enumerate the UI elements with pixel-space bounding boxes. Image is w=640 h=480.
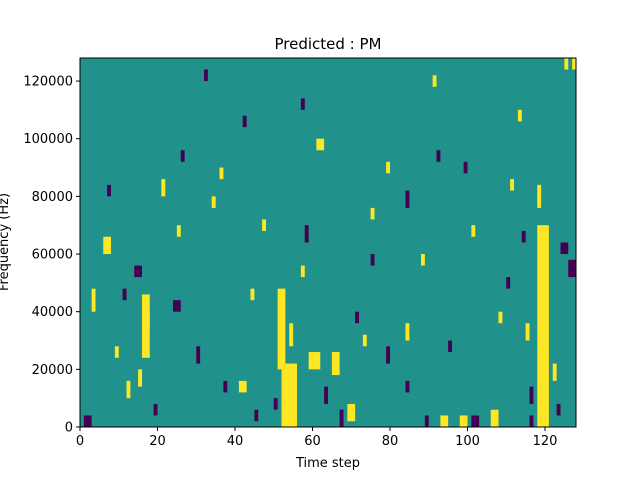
- heatmap-cell-high-29: [510, 179, 515, 191]
- y-tick-label-6: 120000: [23, 75, 73, 90]
- heatmap-cell-low-14: [424, 415, 429, 427]
- chart-title: Predicted : PM: [275, 35, 382, 53]
- heatmap-cell-low-7: [254, 409, 259, 422]
- heatmap-cell-high-20: [176, 225, 181, 237]
- heatmap-cell-high-32: [432, 75, 437, 87]
- heatmap-cell-high-16: [91, 288, 96, 312]
- heatmap-cell-high-33: [211, 196, 216, 208]
- heatmap-cell-high-24: [300, 265, 305, 278]
- heatmap-cell-high-34: [114, 346, 119, 358]
- heatmap-cell-high-6: [537, 225, 549, 427]
- heatmap-cell-high-12: [347, 403, 356, 422]
- heatmap-cell-high-19: [161, 179, 166, 197]
- heatmap-cell-high-37: [250, 288, 255, 301]
- heatmap-plot-area: [79, 57, 577, 428]
- heatmap-cell-high-31: [572, 58, 577, 70]
- heatmap-cell-low-16: [471, 415, 480, 427]
- heatmap-cell-low-31: [273, 398, 278, 410]
- heatmap-cell-high-22: [238, 380, 247, 393]
- x-tick-label-1: 20: [149, 434, 166, 449]
- heatmap-cell-high-35: [316, 138, 325, 151]
- heatmap-cell-high-2: [289, 323, 294, 347]
- heatmap-cell-low-6: [223, 380, 228, 393]
- y-tick-label-3: 60000: [32, 248, 73, 263]
- heatmap-cell-high-4: [138, 369, 143, 387]
- heatmap-cell-low-1: [122, 288, 127, 301]
- heatmap-cell-low-17: [506, 277, 511, 289]
- heatmap-cell-high-5: [145, 311, 150, 329]
- heatmap-cell-low-25: [529, 415, 534, 427]
- x-tick-label-4: 80: [382, 434, 399, 449]
- heatmap-cells: [83, 58, 577, 427]
- heatmap-cell-high-40: [498, 311, 503, 324]
- heatmap-cell-low-10: [355, 311, 360, 324]
- heatmap-cell-high-27: [421, 254, 425, 266]
- y-tick-label-5: 100000: [23, 132, 73, 147]
- heatmap-cell-high-9: [308, 352, 321, 370]
- heatmap-cell-low-20: [556, 403, 561, 416]
- heatmap-cell-high-0: [281, 363, 297, 427]
- y-tick-label-0: 0: [65, 421, 73, 436]
- heatmap-cell-high-28: [471, 225, 476, 237]
- x-tick-label-2: 40: [227, 434, 244, 449]
- heatmap-cell-low-18: [560, 242, 569, 255]
- heatmap-cell-high-36: [517, 109, 522, 122]
- heatmap-cell-high-21: [219, 167, 224, 180]
- heatmap-cell-high-23: [262, 219, 267, 231]
- heatmap-cell-low-27: [304, 225, 309, 243]
- heatmap-cell-low-5: [196, 346, 201, 364]
- heatmap-cell-high-10: [331, 352, 340, 376]
- y-axis-ticks: 0 20000 40000 60000 80000 100000 120000: [23, 75, 80, 436]
- heatmap-cell-low-30: [242, 115, 247, 128]
- y-tick-label-4: 80000: [32, 190, 73, 205]
- heatmap-cell-low-23: [300, 98, 305, 110]
- heatmap-cell-high-8: [525, 323, 530, 341]
- x-tick-label-3: 60: [304, 434, 321, 449]
- heatmap-cell-low-11: [370, 254, 375, 266]
- heatmap-cell-low-8: [324, 386, 329, 404]
- heatmap-cell-low-13: [405, 380, 410, 393]
- heatmap-cell-low-21: [405, 190, 410, 208]
- heatmap-cell-low-0: [83, 415, 92, 427]
- heatmap-cell-high-3: [142, 294, 150, 358]
- heatmap-cell-low-3: [153, 403, 158, 416]
- heatmap-cell-high-17: [103, 236, 111, 255]
- heatmap-cell-high-13: [405, 323, 410, 341]
- heatmap-cell-high-11: [490, 409, 499, 427]
- heatmap-cell-low-22: [436, 150, 441, 162]
- heatmap-cell-low-9: [339, 409, 344, 427]
- heatmap-cell-high-1: [277, 288, 286, 370]
- heatmap-cell-low-12: [386, 346, 391, 364]
- heatmap-cell-high-18: [126, 380, 131, 399]
- heatmap-background: [80, 58, 576, 427]
- heatmap-cell-low-15: [448, 340, 453, 353]
- x-tick-label-6: 120: [533, 434, 558, 449]
- heatmap-cell-high-39: [552, 363, 557, 381]
- y-tick-label-2: 40000: [32, 305, 73, 320]
- heatmap-cell-high-14: [440, 415, 449, 427]
- x-tick-label-0: 0: [76, 434, 84, 449]
- x-axis-label: Time step: [295, 456, 360, 471]
- x-axis-ticks: 0 20 40 60 80 100 120: [76, 427, 558, 449]
- heatmap-cell-low-32: [463, 161, 468, 174]
- y-tick-label-1: 20000: [32, 363, 73, 378]
- heatmap-cell-high-25: [362, 334, 367, 347]
- heatmap-cell-high-26: [386, 161, 391, 174]
- heatmap-cell-high-30: [564, 58, 569, 70]
- heatmap-cell-high-7: [537, 184, 542, 208]
- heatmap-cell-low-33: [521, 230, 526, 243]
- heatmap-cell-low-2: [134, 265, 142, 278]
- heatmap-cell-low-19: [568, 259, 576, 278]
- heatmap-cell-high-15: [459, 415, 468, 427]
- heatmap-cell-low-28: [107, 184, 112, 197]
- heatmap-cell-low-26: [529, 386, 534, 404]
- heatmap-cell-low-29: [180, 150, 185, 162]
- plot-frame: [79, 57, 577, 428]
- heatmap-cell-high-38: [370, 207, 375, 220]
- heatmap-cell-low-24: [204, 69, 208, 82]
- y-axis-label: Frequency (Hz): [0, 193, 12, 291]
- x-tick-label-5: 100: [455, 434, 480, 449]
- heatmap-cell-low-4: [173, 300, 181, 312]
